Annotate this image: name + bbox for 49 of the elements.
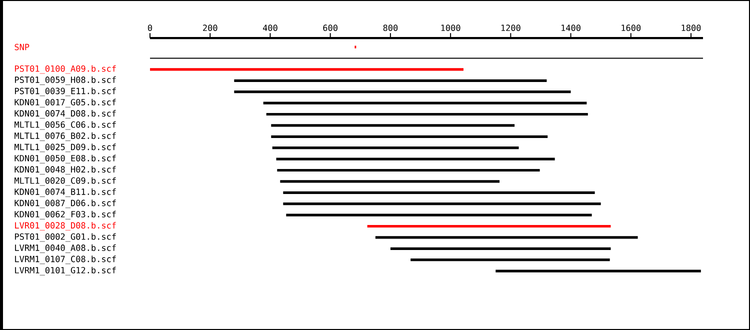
- x-tick-label: 1800: [682, 24, 701, 32]
- bar: [410, 258, 610, 262]
- y-tick-label: MLTL1_0056_C06.b.scf: [14, 121, 116, 130]
- bar: [271, 124, 515, 127]
- y-tick-label: KDN01_0050_E08.b.scf: [14, 154, 116, 164]
- bar: [283, 202, 601, 206]
- bar: [496, 270, 701, 272]
- y-tick-label: KDN01_0074_D08.b.scf: [14, 110, 116, 118]
- x-tick-label: 800: [383, 24, 398, 32]
- x-tick-label: 1200: [501, 24, 520, 32]
- y-tick-label: PST01_0039_E11.b.scf: [15, 88, 116, 96]
- bar: [234, 79, 547, 82]
- y-tick-label: MLTL1_0025_D09.b.scf: [14, 144, 116, 152]
- y-tick-label: MLTL1_0020_C09.b.scf: [14, 177, 116, 186]
- y-tick-label: MLTL1_0076_B02.b.scf: [14, 132, 116, 141]
- y-tick-label: KDN01_0062_F03.b.scf: [14, 210, 116, 220]
- bar: [277, 168, 540, 172]
- bar: [271, 135, 548, 138]
- bar: [150, 68, 464, 71]
- x-tick-label: 200: [203, 24, 218, 32]
- y-tick-label: KDN01_0017_G05.b.scf: [14, 98, 116, 108]
- x-tick-label: 1400: [562, 24, 580, 32]
- x-tick-label: 400: [262, 24, 278, 32]
- y-tick-label: SNP: [14, 44, 30, 50]
- bar: [367, 224, 611, 228]
- y-tick-label: LVRM1_0040_A08.b.scf: [15, 244, 116, 253]
- bar: [234, 90, 571, 94]
- y-tick-label: LVRM1_0101_G12.b.scf: [15, 266, 116, 276]
- bar: [272, 146, 519, 150]
- x-tick-label: 1600: [622, 24, 641, 32]
- y-tick-label: KDN01_0074_B11.b.scf: [14, 188, 116, 197]
- y-tick-label: KDN01_0087_D06.b.scf: [14, 200, 116, 208]
- x-tick-label: 600: [323, 24, 338, 32]
- bar: [286, 214, 592, 216]
- bar: [266, 112, 588, 116]
- bar: [375, 236, 638, 239]
- y-tick-label: LVRM1_0107_C08.b.scf: [15, 256, 116, 264]
- bar: [276, 158, 555, 160]
- y-tick-label: KDN01_0048_H02.b.scf: [14, 166, 116, 174]
- x-tick-label: 0: [148, 24, 152, 32]
- bar: [390, 247, 611, 250]
- y-tick-label: PST01_0002_G01.b.scf: [15, 233, 116, 242]
- y-tick-label: PST01_0100_A09.b.scf: [15, 65, 116, 74]
- bar: [263, 102, 587, 104]
- y-tick-label: PST01_0059_H08.b.scf: [15, 76, 116, 85]
- y-tick-label: LVR01_0028_D08.b.scf: [15, 222, 116, 230]
- bar: [283, 191, 595, 194]
- bar: [280, 180, 500, 183]
- x-tick-label: 1000: [441, 24, 460, 32]
